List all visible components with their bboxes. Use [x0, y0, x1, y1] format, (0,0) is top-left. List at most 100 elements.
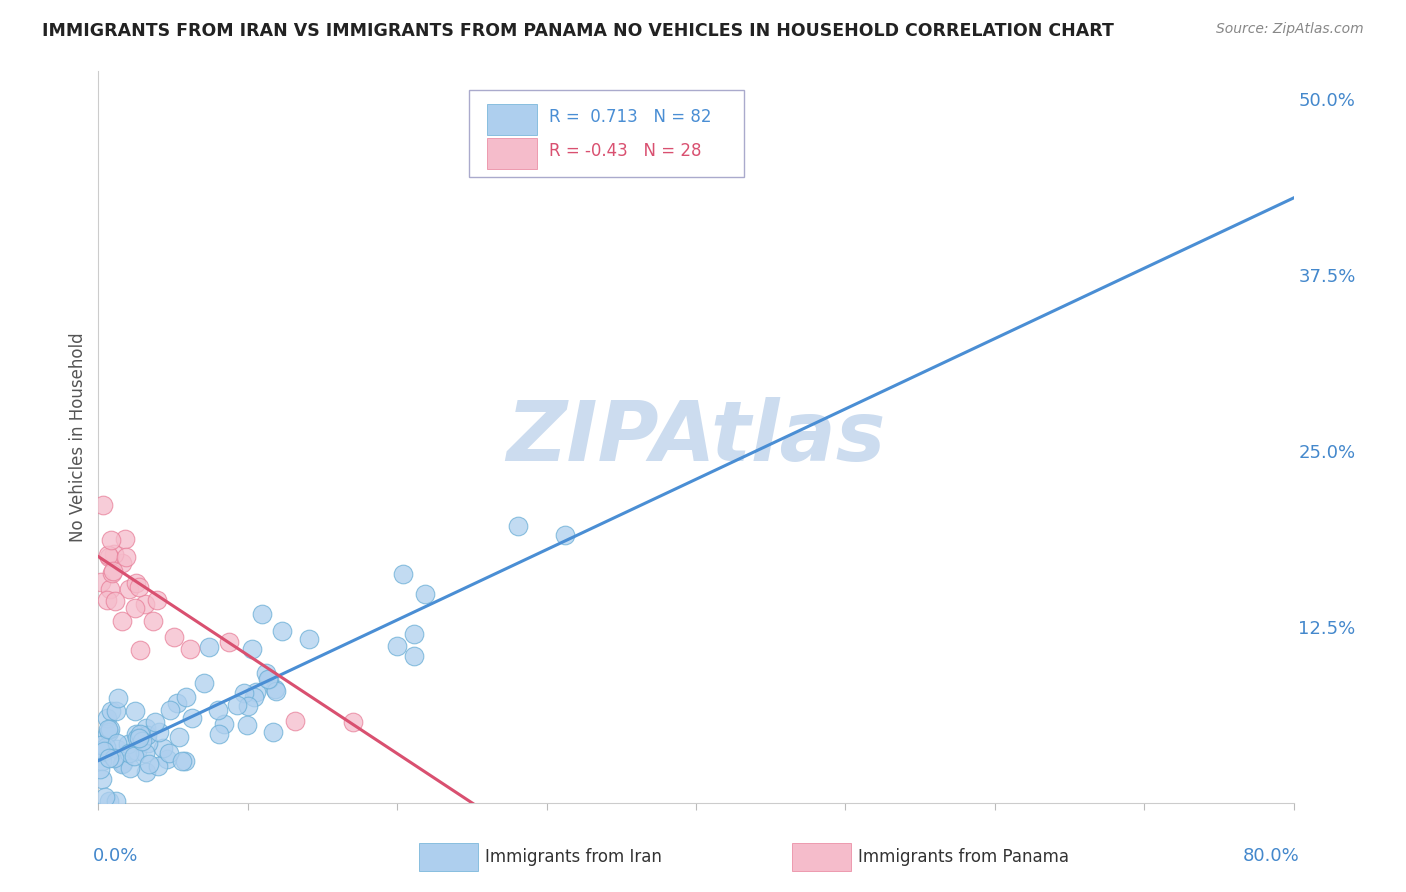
Text: IMMIGRANTS FROM IRAN VS IMMIGRANTS FROM PANAMA NO VEHICLES IN HOUSEHOLD CORRELAT: IMMIGRANTS FROM IRAN VS IMMIGRANTS FROM … — [42, 22, 1114, 40]
Point — [117, 737, 139, 751]
Point — [135, 764, 157, 779]
Point — [103, 751, 125, 765]
Point — [96, 739, 118, 754]
Point — [90, 575, 112, 590]
Point — [98, 582, 121, 596]
Point — [162, 630, 184, 644]
Point — [97, 794, 120, 808]
Point — [124, 704, 146, 718]
Point — [179, 641, 201, 656]
Point — [98, 750, 121, 764]
Text: 80.0%: 80.0% — [1243, 847, 1299, 864]
Point — [127, 744, 149, 758]
Point — [125, 726, 148, 740]
Point — [157, 746, 180, 760]
Point — [89, 763, 111, 777]
Point — [98, 725, 121, 739]
Point — [159, 703, 181, 717]
Point — [93, 744, 115, 758]
Point — [270, 624, 292, 639]
Point — [101, 566, 124, 580]
Point — [91, 772, 114, 786]
Point — [114, 550, 136, 565]
Point — [120, 761, 142, 775]
Text: Immigrants from Iran: Immigrants from Iran — [485, 848, 662, 866]
Point — [125, 731, 148, 745]
Point — [262, 725, 284, 739]
Point — [243, 690, 266, 704]
Point — [402, 648, 425, 663]
Point — [170, 754, 193, 768]
Point — [208, 726, 231, 740]
Point — [156, 752, 179, 766]
Point — [125, 575, 148, 590]
Point — [129, 643, 152, 657]
Point — [107, 736, 129, 750]
Point — [107, 691, 129, 706]
Point — [284, 714, 307, 728]
Point — [143, 715, 166, 730]
Point — [96, 711, 118, 725]
Point — [148, 725, 170, 739]
Point — [193, 676, 215, 690]
Point — [298, 632, 321, 646]
Point — [136, 737, 159, 751]
Point — [105, 704, 128, 718]
Point — [142, 614, 165, 628]
Point — [173, 754, 195, 768]
Point — [402, 627, 425, 641]
Point — [508, 519, 530, 533]
Point — [118, 746, 141, 760]
FancyBboxPatch shape — [486, 104, 537, 135]
Point — [135, 721, 157, 735]
Point — [134, 747, 156, 761]
Y-axis label: No Vehicles in Household: No Vehicles in Household — [69, 332, 87, 542]
Point — [97, 548, 120, 562]
FancyBboxPatch shape — [486, 138, 537, 169]
Point — [118, 582, 141, 596]
Point — [131, 734, 153, 748]
Point — [103, 547, 125, 561]
Point — [145, 593, 167, 607]
Point — [97, 722, 120, 736]
Point — [254, 666, 277, 681]
Point — [89, 743, 111, 757]
Point — [264, 684, 287, 698]
Point — [342, 714, 364, 729]
Point — [128, 727, 150, 741]
Point — [218, 635, 240, 649]
Point — [207, 703, 229, 717]
Point — [103, 564, 125, 578]
Point — [114, 533, 136, 547]
Point — [198, 640, 221, 654]
Point — [111, 556, 134, 570]
Text: R =  0.713   N = 82: R = 0.713 N = 82 — [548, 109, 711, 127]
Point — [167, 730, 190, 744]
Point — [413, 586, 436, 600]
Point — [97, 550, 120, 565]
Point — [387, 639, 409, 653]
Point — [136, 728, 159, 742]
Point — [263, 681, 285, 696]
Point — [98, 723, 121, 737]
Point — [100, 704, 122, 718]
Point — [122, 748, 145, 763]
Point — [250, 607, 273, 622]
Point — [236, 699, 259, 714]
Point — [128, 731, 150, 746]
Text: 0.0%: 0.0% — [93, 847, 138, 864]
Text: R = -0.43   N = 28: R = -0.43 N = 28 — [548, 142, 702, 161]
Point — [96, 592, 118, 607]
Point — [124, 601, 146, 615]
Point — [152, 741, 174, 756]
Point — [111, 614, 134, 628]
Text: Source: ZipAtlas.com: Source: ZipAtlas.com — [1216, 22, 1364, 37]
FancyBboxPatch shape — [470, 90, 744, 178]
Point — [257, 672, 280, 686]
Text: Immigrants from Panama: Immigrants from Panama — [858, 848, 1069, 866]
Point — [91, 498, 114, 512]
Point — [105, 742, 128, 756]
Point — [180, 711, 202, 725]
Point — [138, 757, 160, 772]
Point — [111, 756, 134, 771]
